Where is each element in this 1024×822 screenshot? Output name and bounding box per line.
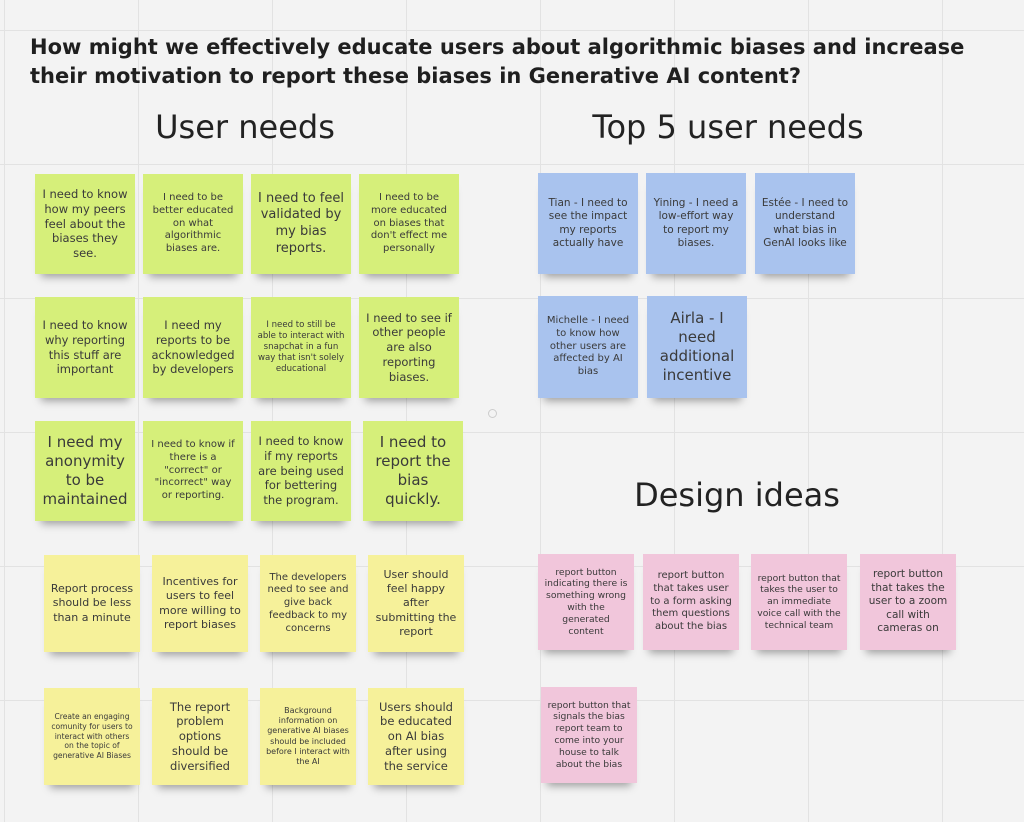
sticky-note-user-need[interactable]: I need to know if there is a "correct" o… [143,421,243,521]
sticky-note-user-need[interactable]: I need to be better educated on what alg… [143,174,243,274]
sticky-note-design-idea[interactable]: report button that takes the user to a z… [860,554,956,650]
heading-user-needs: User needs [155,108,335,146]
sticky-note-user-need[interactable]: I need to still be able to interact with… [251,297,351,398]
sticky-note-user-need[interactable]: I need to see if other people are also r… [359,297,459,398]
sticky-note-top5-need[interactable]: Estée - I need to understand what bias i… [755,173,855,274]
sticky-note-user-need[interactable]: The report problem options should be div… [152,688,248,785]
sticky-note-top5-need[interactable]: Tian - I need to see the impact my repor… [538,173,638,274]
sticky-note-design-idea[interactable]: report button that signals the bias repo… [541,687,637,783]
sticky-note-user-need[interactable]: Report process should be less than a min… [44,555,140,652]
sticky-note-user-need[interactable]: I need my anonymity to be maintained [35,421,135,521]
sticky-note-user-need[interactable]: Incentives for users to feel more willin… [152,555,248,652]
sticky-note-user-need[interactable]: Users should be educated on AI bias afte… [368,688,464,785]
sticky-note-user-need[interactable]: I need to feel validated by my bias repo… [251,174,351,274]
sticky-note-user-need[interactable]: I need to know how my peers feel about t… [35,174,135,274]
sticky-note-user-need[interactable]: I need my reports to be acknowledged by … [143,297,243,398]
sticky-note-user-need[interactable]: I need to know if my reports are being u… [251,421,351,521]
sticky-note-user-need[interactable]: I need to know why reporting this stuff … [35,297,135,398]
sticky-note-top5-need[interactable]: Yining - I need a low-effort way to repo… [646,173,746,274]
sticky-note-top5-need[interactable]: Michelle - I need to know how other user… [538,296,638,398]
heading-top5-user-needs: Top 5 user needs [592,108,864,146]
board-question-title: How might we effectively educate users a… [30,35,965,88]
canvas-dot [488,409,497,418]
sticky-note-user-need[interactable]: The developers need to see and give back… [260,555,356,652]
sticky-note-user-need[interactable]: User should feel happy after submitting … [368,555,464,652]
sticky-note-user-need[interactable]: Background information on generative AI … [260,688,356,785]
sticky-note-user-need[interactable]: Create an engaging comunity for users to… [44,688,140,785]
heading-design-ideas: Design ideas [634,476,840,514]
sticky-note-top5-need[interactable]: Airla - I need additional incentive [647,296,747,398]
sticky-note-design-idea[interactable]: report button that takes user to a form … [643,554,739,650]
sticky-note-user-need[interactable]: I need to report the bias quickly. [363,421,463,521]
sticky-note-design-idea[interactable]: report button indicating there is someth… [538,554,634,650]
sticky-note-user-need[interactable]: I need to be more educated on biases tha… [359,174,459,274]
sticky-note-design-idea[interactable]: report button that takes the user to an … [751,554,847,650]
